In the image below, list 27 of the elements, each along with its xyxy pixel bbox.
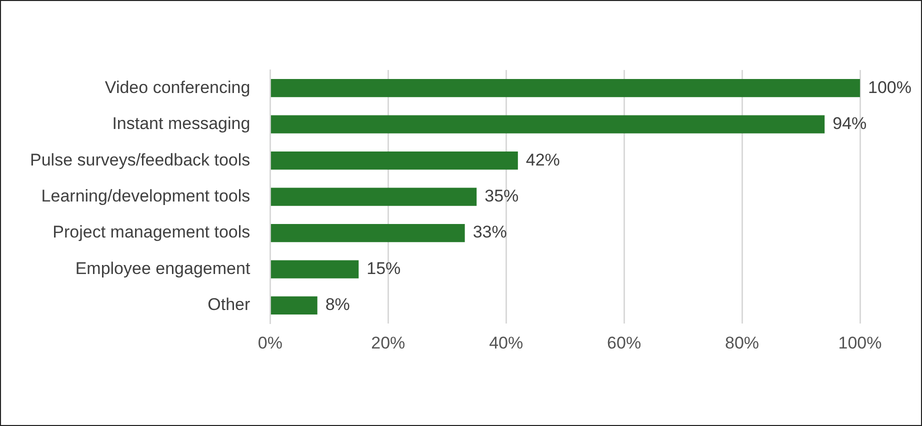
data-label: 42% [526,150,560,170]
data-label: 8% [325,295,350,314]
bar [270,152,518,170]
bar [270,79,860,98]
bar [270,115,825,134]
x-tick-label: 100% [838,333,882,352]
data-label: 15% [366,258,401,278]
data-label: 35% [484,186,519,206]
y-tick-label: Video conferencing [104,78,250,97]
bar [270,224,465,242]
x-tick-label: 0% [258,333,282,352]
data-label: 100% [868,78,912,97]
data-label: 33% [472,222,507,242]
bar [270,260,359,278]
x-tick-label: 40% [489,333,524,352]
x-tick-label: 20% [371,333,406,352]
x-tick-label: 60% [607,333,642,352]
y-tick-label: Pulse surveys/feedback tools [30,150,250,170]
y-tick-label: Other [208,295,250,314]
y-tick-label: Instant messaging [112,114,250,134]
y-tick-label: Learning/development tools [41,186,250,206]
x-tick-label: 80% [725,333,760,352]
data-label: 94% [832,114,867,134]
bar [270,188,477,206]
y-tick-label: Employee engagement [75,258,250,278]
bar [270,296,318,315]
y-tick-label: Project management tools [52,222,250,242]
